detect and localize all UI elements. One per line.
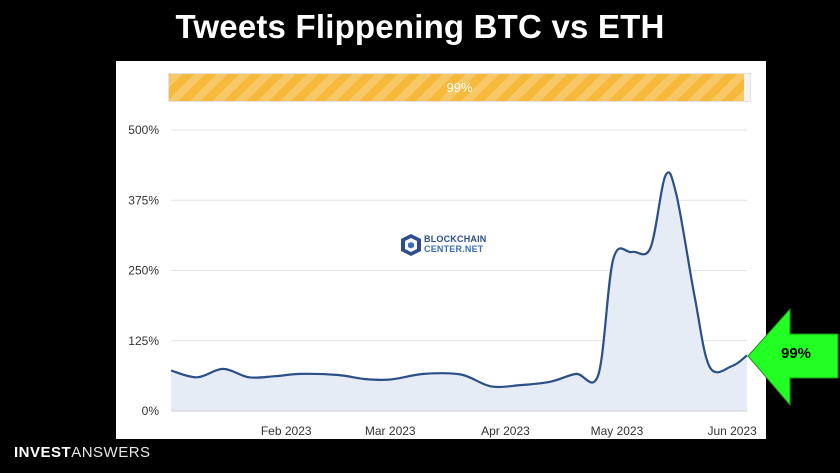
x-tick-label: Jun 2023 (707, 424, 757, 438)
x-tick-label: Mar 2023 (365, 424, 416, 438)
cube-logo-icon (401, 234, 421, 256)
y-tick-label: 500% (128, 123, 159, 137)
progress-label: 99% (446, 80, 473, 95)
y-tick-label: 0% (142, 404, 160, 418)
y-tick-label: 375% (128, 193, 159, 207)
x-tick-label: Feb 2023 (261, 424, 312, 438)
page-title: Tweets Flippening BTC vs ETH (175, 8, 665, 45)
x-tick-label: May 2023 (591, 424, 644, 438)
brand-bold: INVEST (14, 444, 72, 461)
progress-bar: 99% (168, 73, 751, 102)
x-tick-label: Apr 2023 (481, 424, 530, 438)
blockchaincenter-watermark: BLOCKCHAIN CENTER.NET (400, 233, 520, 257)
brand-light: ANSWERS (71, 444, 151, 461)
callout-label: 99% (780, 345, 812, 362)
progress-fill (169, 74, 745, 101)
green-arrow-icon (747, 307, 839, 407)
y-tick-label: 250% (128, 264, 159, 278)
watermark-line2: CENTER.NET (424, 244, 484, 254)
y-tick-label: 125% (128, 334, 159, 348)
watermark-line1: BLOCKCHAIN (424, 234, 487, 244)
series-line (170, 171, 748, 389)
investanswers-logo: INVESTANSWERS (14, 444, 151, 461)
